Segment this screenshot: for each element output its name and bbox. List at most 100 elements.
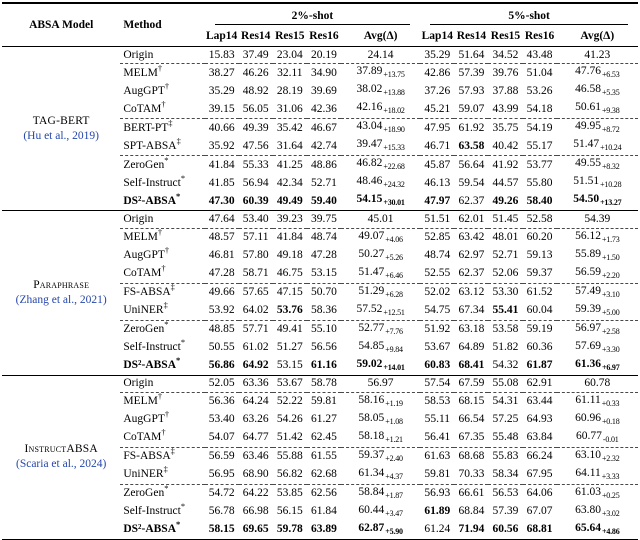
citation-link[interactable]: (Hu et al., 2019) — [23, 129, 100, 142]
table-row: AugGPT† 46.81 57.80 49.18 47.28 50.27+5.26 48.… — [2, 246, 638, 265]
value-cell: 47.64 — [208, 212, 235, 225]
avg-value: 60.96 — [575, 411, 601, 424]
value-cell: 56.95 — [208, 468, 235, 481]
avg-cell: 56.59+2.20 — [557, 265, 638, 284]
avg-value: 50.61 — [575, 101, 601, 114]
value-cell: 63.18 — [454, 319, 489, 339]
value-cell: 46.71 — [424, 139, 451, 152]
avg-value: 45.01 — [367, 212, 394, 225]
avg-delta-subscript: +1.08 — [385, 416, 403, 426]
method-name-text: Self-Instruct — [123, 505, 181, 518]
value-cell: 59.81 — [424, 468, 451, 481]
method-label: ZeroGen* — [120, 483, 205, 503]
avg-delta-subscript: +3.47 — [385, 508, 403, 518]
model-cell: InstructABSA (Scaria et al., 2024) — [2, 375, 120, 539]
value-cell: 53.15 — [276, 359, 303, 372]
header-absa-model: ABSA Model — [29, 19, 94, 31]
avg-delta-subscript: +3.33 — [601, 471, 620, 481]
citation-link[interactable]: (Scaria et al., 2024) — [15, 458, 107, 471]
value-cell: 62.68 — [310, 468, 337, 481]
value-cell: 42.36 — [310, 102, 337, 115]
value-cell: 67.34 — [458, 304, 485, 317]
avg-value: 50.27 — [358, 247, 385, 260]
value-cell: 60.20 — [522, 227, 557, 247]
value-cell: 55.80 — [526, 176, 553, 189]
method-label: AugGPT† — [120, 246, 204, 265]
value-cell: 31.06 — [276, 102, 303, 115]
method-label: FS-ABSA‡ — [120, 282, 205, 302]
value-cell: 59.37 — [526, 267, 553, 280]
model-group: InstructABSA (Scaria et al., 2024) Origin 5… — [2, 375, 638, 539]
avg-value: 56.97 — [575, 321, 601, 334]
method-mark: ‡ — [170, 446, 175, 457]
avg-delta-subscript: +4.86 — [601, 526, 620, 536]
value-cell: 40.42 — [492, 139, 519, 152]
avg-value: 58.18 — [358, 429, 385, 442]
avg-delta-subscript: +18.02 — [383, 106, 405, 116]
value-cell: 58.40 — [526, 194, 553, 207]
avg-cell: 60.44+3.47 — [341, 503, 420, 521]
table-row: FS-ABSA‡ 56.59 63.46 55.88 61.55 59.37+2.40 61… — [2, 446, 638, 466]
method-label: UniNER‡ — [120, 464, 204, 485]
avg-cell: 52.77+7.76 — [340, 319, 421, 339]
method-mark: ‡ — [163, 464, 168, 475]
table-row: DS²-ABSA* 56.86 64.92 53.15 61.16 59.02+14.01… — [2, 356, 638, 376]
value-cell: 38.27 — [204, 63, 239, 83]
method-label: DS²-ABSA* — [120, 356, 204, 376]
value-cell: 47.30 — [208, 194, 235, 207]
value-cell: 48.74 — [306, 227, 341, 247]
value-cell: 68.90 — [242, 468, 269, 481]
value-cell: 66.24 — [522, 446, 557, 466]
avg-cell: 51.51+10.28 — [557, 174, 638, 192]
avg-value: 58.05 — [358, 411, 385, 424]
table-row: CoTAM† 39.15 56.05 31.06 42.36 42.16+18.02 45.… — [2, 100, 638, 119]
header-col-res15-5shot: Res15 — [490, 29, 521, 42]
value-cell: 62.01 — [458, 212, 485, 225]
avg-cell: 38.02+13.88 — [341, 82, 420, 100]
avg-cell: 59.37+2.40 — [340, 446, 421, 466]
method-label: FS-ABSA‡ — [120, 446, 205, 466]
avg-delta-subscript: +2.32 — [601, 453, 620, 463]
avg-cell: 42.16+18.02 — [341, 100, 420, 119]
value-cell: 61.89 — [424, 505, 451, 518]
value-cell: 51.27 — [276, 341, 303, 354]
value-cell: 51.92 — [420, 319, 455, 339]
avg-value: 37.89 — [356, 65, 383, 78]
value-cell: 45.87 — [420, 155, 455, 175]
avg-value: 56.12 — [575, 229, 601, 242]
avg-cell: 47.76+6.53 — [556, 63, 638, 83]
value-cell: 49.49 — [276, 194, 303, 207]
value-cell: 47.28 — [310, 249, 337, 262]
method-label: CoTAM† — [120, 100, 204, 119]
avg-cell: 58.18+1.21 — [341, 429, 420, 448]
avg-cell: 56.12+1.73 — [556, 227, 638, 247]
avg-value: 59.39 — [575, 302, 601, 315]
value-cell: 68.81 — [526, 523, 553, 536]
model-name: InstructABSA — [24, 443, 98, 456]
method-label: DS²-ABSA* — [120, 520, 204, 540]
value-cell: 68.68 — [454, 446, 489, 466]
value-cell: 41.92 — [488, 155, 523, 175]
avg-value: 51.29 — [358, 284, 385, 297]
value-cell: 55.41 — [492, 304, 519, 317]
value-cell: 52.71 — [310, 176, 337, 189]
table-row: Paraphrase (Zhang et al., 2021) Origin 47.6… — [2, 211, 638, 306]
citation-link[interactable]: (Zhang et al., 2021) — [15, 293, 107, 306]
value-cell: 64.89 — [458, 341, 485, 354]
value-cell: 58.78 — [310, 377, 337, 390]
avg-cell: 63.10+2.32 — [556, 446, 638, 466]
avg-value: 24.14 — [367, 48, 394, 61]
value-cell: 54.26 — [276, 413, 303, 426]
method-mark: † — [157, 62, 163, 73]
avg-delta-subscript: +6.28 — [385, 289, 403, 299]
value-cell: 62.56 — [306, 483, 341, 503]
value-cell: 61.24 — [424, 523, 451, 536]
method-mark: * — [164, 319, 169, 330]
table-row: UniNER‡ 53.92 64.02 53.76 58.36 57.52+12.51 54… — [2, 301, 638, 321]
avg-cell: 64.11+3.33 — [557, 466, 638, 485]
value-cell: 60.39 — [242, 194, 269, 207]
value-cell: 59.78 — [276, 523, 303, 536]
avg-delta-subscript: +1.87 — [385, 490, 403, 500]
value-cell: 63.12 — [454, 282, 489, 302]
value-cell: 53.92 — [208, 304, 235, 317]
